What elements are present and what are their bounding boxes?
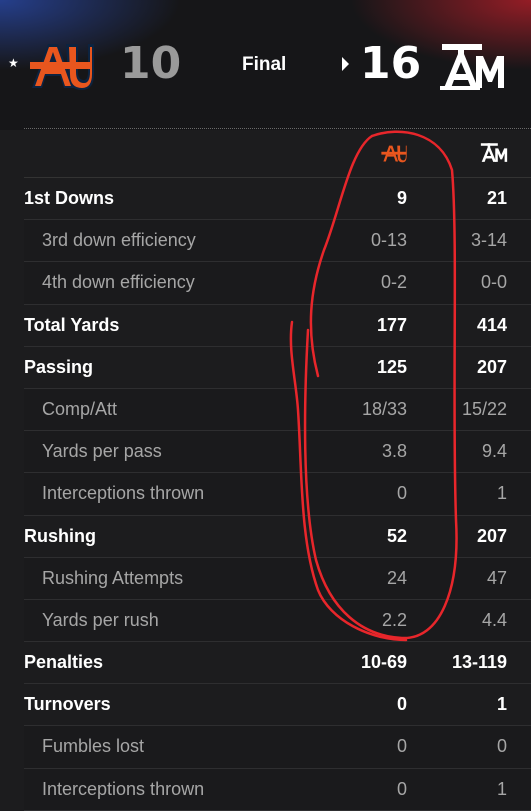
table-row: Passing 125 207 bbox=[24, 347, 531, 389]
home-stat-value: 15/22 bbox=[461, 398, 507, 419]
away-stat-value: 177 bbox=[376, 314, 407, 335]
stat-label: Turnovers bbox=[24, 694, 111, 715]
table-row: Fumbles lost 0 0 bbox=[24, 726, 531, 769]
stat-label: Rushing bbox=[24, 525, 96, 546]
stat-label: Penalties bbox=[24, 652, 104, 673]
texas-am-logo-icon[interactable] bbox=[440, 42, 506, 92]
table-row: Interceptions thrown 0 1 bbox=[24, 473, 531, 516]
home-stat-value: 0-0 bbox=[480, 272, 507, 293]
away-stat-value: 0 bbox=[396, 778, 407, 799]
stat-label: Interceptions thrown bbox=[42, 483, 205, 504]
away-stat-value: 24 bbox=[386, 567, 407, 588]
table-row: Comp/Att 18/33 15/22 bbox=[24, 388, 531, 432]
away-stat-value: 0 bbox=[396, 483, 407, 504]
away-stat-value: 52 bbox=[386, 525, 407, 546]
home-stat-value: 414 bbox=[476, 314, 507, 335]
away-stat-value: 0-13 bbox=[370, 230, 407, 251]
table-row: 1st Downs 9 21 bbox=[24, 178, 531, 221]
table-row: Yards per rush 2.2 4.4 bbox=[24, 599, 531, 643]
home-stat-value: 9.4 bbox=[481, 441, 507, 462]
table-row: Yards per pass 3.8 9.4 bbox=[24, 431, 531, 474]
stats-rows: 1st Downs 9 21 3rd down efficiency 0-13 3-14 4… bbox=[0, 178, 531, 811]
stat-label: 3rd down efficiency bbox=[42, 230, 196, 251]
stat-label: Interceptions thrown bbox=[42, 778, 205, 799]
away-stat-value: 0 bbox=[396, 694, 407, 715]
stat-label: 4th down efficiency bbox=[42, 272, 195, 293]
home-stat-value: 207 bbox=[476, 525, 507, 546]
away-score: 10 bbox=[120, 38, 182, 89]
away-stat-value: 9 bbox=[396, 188, 407, 208]
auburn-logo-icon[interactable] bbox=[28, 38, 94, 92]
table-row: Turnovers 0 1 bbox=[24, 684, 531, 727]
header-divider bbox=[24, 128, 531, 129]
game-status: Final bbox=[242, 54, 287, 75]
stat-label: Passing bbox=[24, 356, 94, 377]
away-stat-value: 0-2 bbox=[380, 272, 407, 293]
stat-label: Yards per rush bbox=[42, 609, 159, 630]
table-row: Total Yards 177 414 bbox=[24, 305, 531, 347]
stat-label: Total Yards bbox=[24, 314, 120, 335]
home-score: 16 bbox=[360, 38, 422, 89]
scoreboard-header: ★ 10 Final 16 bbox=[0, 0, 531, 130]
home-stat-value: 1 bbox=[496, 694, 507, 715]
table-row: 4th down efficiency 0-2 0-0 bbox=[24, 262, 531, 305]
table-row: Rushing Attempts 24 47 bbox=[24, 557, 531, 600]
table-row: Rushing 52 207 bbox=[24, 516, 531, 558]
texas-am-logo-icon bbox=[480, 143, 508, 162]
away-stat-value: 3.8 bbox=[381, 441, 407, 462]
stat-label: Fumbles lost bbox=[42, 736, 145, 757]
home-stat-value: 1 bbox=[496, 778, 507, 799]
away-stat-value: 2.2 bbox=[381, 609, 407, 630]
away-stat-value: 0 bbox=[396, 736, 407, 757]
home-stat-value: 21 bbox=[486, 188, 507, 208]
winner-arrow-icon bbox=[342, 57, 349, 71]
home-stat-value: 0 bbox=[496, 736, 507, 757]
table-row: 3rd down efficiency 0-13 3-14 bbox=[24, 220, 531, 263]
auburn-logo-icon bbox=[381, 145, 407, 163]
home-stat-value: 47 bbox=[486, 567, 507, 588]
stat-label: 1st Downs bbox=[24, 188, 115, 208]
home-stat-value: 1 bbox=[496, 483, 507, 504]
stat-label: Yards per pass bbox=[42, 441, 162, 462]
home-stat-value: 3-14 bbox=[470, 230, 507, 251]
home-stat-value: 207 bbox=[476, 356, 507, 377]
table-row: Penalties 10-69 13-119 bbox=[24, 642, 531, 685]
star-icon: ★ bbox=[8, 56, 19, 70]
stat-label: Rushing Attempts bbox=[42, 567, 184, 588]
away-stat-value: 125 bbox=[376, 356, 407, 377]
table-row: Interceptions thrown 0 1 bbox=[24, 768, 531, 811]
stat-label: Comp/Att bbox=[42, 398, 118, 419]
away-stat-value: 10-69 bbox=[360, 652, 407, 673]
table-column-header bbox=[24, 130, 531, 178]
home-stat-value: 4.4 bbox=[481, 609, 507, 630]
team-stats-table: 1st Downs 9 21 3rd down efficiency 0-13 3-14 4… bbox=[0, 130, 531, 811]
home-stat-value: 13-119 bbox=[451, 652, 507, 673]
away-stat-value: 18/33 bbox=[361, 398, 407, 419]
